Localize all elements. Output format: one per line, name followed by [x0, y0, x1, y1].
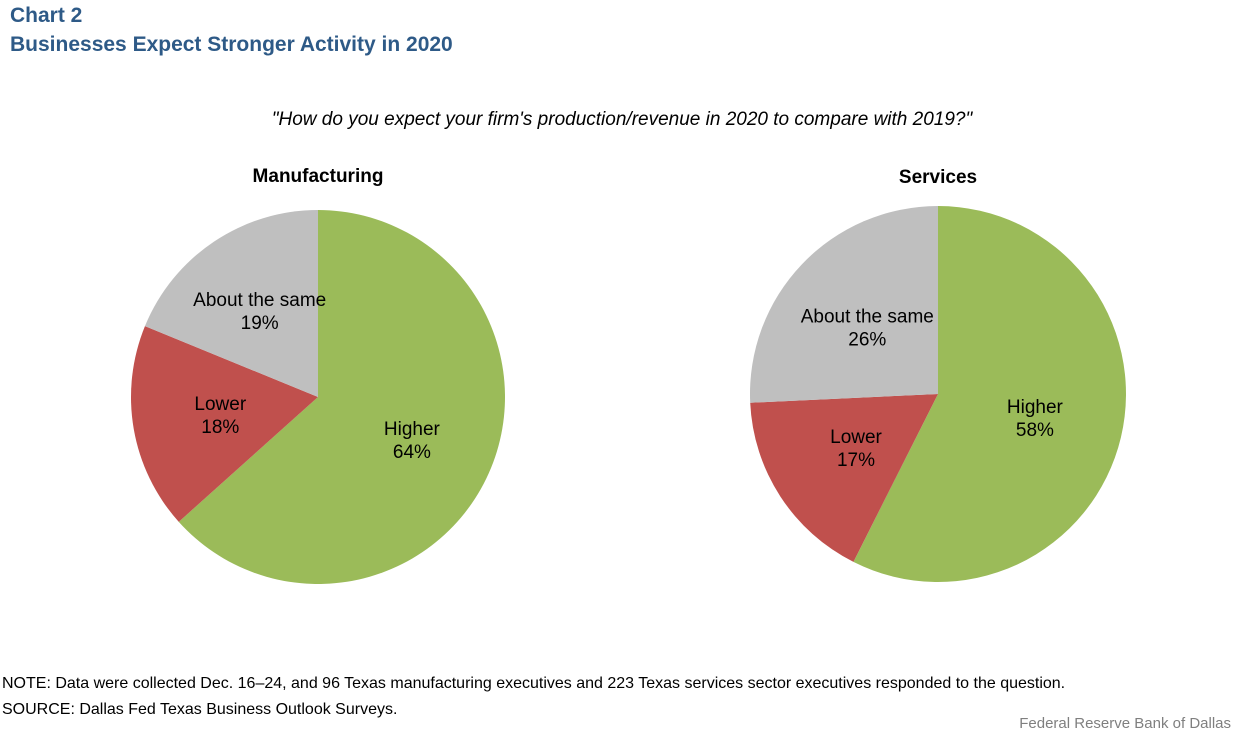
- services-slice-lower: [750, 394, 938, 562]
- survey-question: "How do you expect your firm's productio…: [271, 109, 973, 130]
- services-slice-higher: [853, 206, 1126, 582]
- chart-title: Businesses Expect Stronger Activity in 2…: [10, 33, 453, 56]
- source-note: SOURCE: Dallas Fed Texas Business Outloo…: [2, 701, 398, 718]
- manufacturing-slice-lower: [131, 326, 318, 522]
- manufacturing-label-lower: Lower 18%: [194, 394, 246, 438]
- footnote: NOTE: Data were collected Dec. 16–24, an…: [2, 675, 1066, 692]
- manufacturing-panel-title: Manufacturing: [253, 166, 384, 187]
- services-label-higher: Higher 58%: [1007, 397, 1064, 441]
- services-pie: Higher 58% Lower 17% About the same 26% Servic…: [749, 167, 1126, 582]
- services-label-lower: Lower 17%: [830, 427, 882, 471]
- services-slice-about-the-same: [749, 206, 938, 403]
- publisher-credit: Federal Reserve Bank of Dallas: [1019, 715, 1231, 732]
- chart-number: Chart 2: [10, 4, 83, 27]
- manufacturing-label-about-the-same: About the same 19%: [193, 290, 326, 334]
- services-label-about-the-same: About the same 26%: [801, 307, 934, 351]
- manufacturing-pie: Higher 64% Lower 18% About the same 19% Manufa…: [131, 166, 505, 584]
- manufacturing-label-higher: Higher 64%: [384, 419, 441, 463]
- manufacturing-slice-higher: [178, 210, 505, 584]
- services-panel-title: Services: [899, 167, 977, 188]
- manufacturing-slice-about-the-same: [144, 210, 318, 397]
